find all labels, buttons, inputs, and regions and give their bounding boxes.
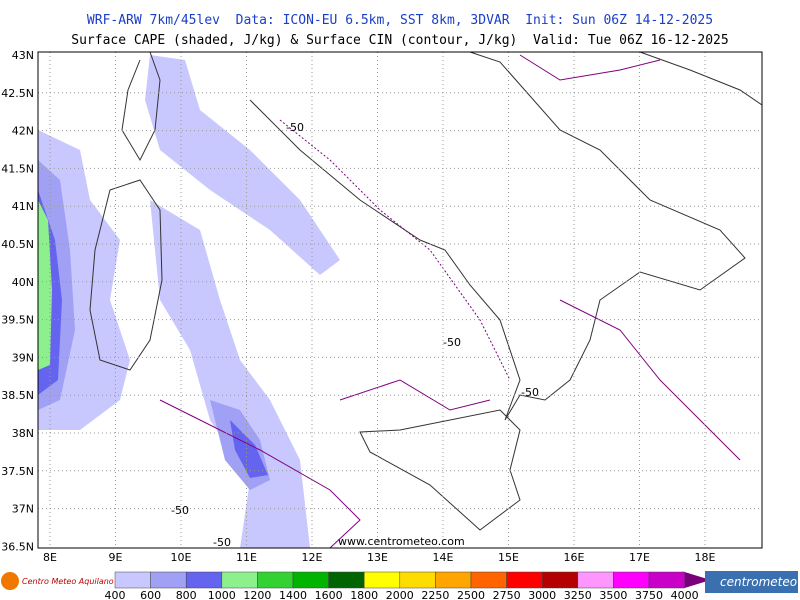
colorbar-label: 3000 bbox=[528, 589, 556, 600]
lon-label: 13E bbox=[367, 551, 388, 564]
colorbar-box bbox=[292, 571, 329, 589]
map: 43N 42.5N 42N 41.5N 41N 40.5N 40N 39.5N 39N 38.5N… bbox=[1, 49, 763, 564]
lon-label: 16E bbox=[564, 551, 585, 564]
colorbar-label: 1200 bbox=[243, 589, 271, 600]
colorbar-label: 4000 bbox=[671, 589, 699, 600]
colorbar-box bbox=[577, 571, 614, 589]
colorbar-label: 1600 bbox=[315, 589, 343, 600]
colorbar-label: 2000 bbox=[386, 589, 414, 600]
map-background bbox=[38, 52, 762, 548]
colorbar-label: 2250 bbox=[421, 589, 449, 600]
logo-icon bbox=[1, 572, 19, 590]
corsica bbox=[121, 52, 161, 162]
colorbar-label: 800 bbox=[176, 589, 197, 600]
colorbar-box bbox=[257, 571, 294, 589]
colorbar-label: 3500 bbox=[599, 589, 627, 600]
colorbar-label: 600 bbox=[140, 589, 161, 600]
colorbar-box bbox=[435, 571, 472, 589]
italy-coast bbox=[249, 52, 746, 421]
lat-label: 41N bbox=[12, 200, 34, 213]
colorbar-box bbox=[363, 571, 401, 589]
logo-text: Centro Meteo Aquilano bbox=[22, 577, 114, 586]
cape-area bbox=[145, 55, 340, 275]
colorbar-box bbox=[470, 571, 507, 589]
cin-contour bbox=[159, 399, 361, 548]
colorbar-box bbox=[328, 571, 365, 589]
colorbar-box bbox=[150, 571, 187, 589]
logo-left: Centro Meteo Aquilano bbox=[1, 572, 114, 590]
colorbar-label: 3250 bbox=[564, 589, 592, 600]
colorbar-box bbox=[399, 571, 436, 589]
colorbar-label: 1400 bbox=[279, 589, 307, 600]
colorbar-label: 1000 bbox=[208, 589, 236, 600]
balkan-coast bbox=[639, 52, 762, 106]
logo-box bbox=[705, 571, 798, 593]
colorbar-label: 1800 bbox=[350, 589, 378, 600]
colorbar-label: 400 bbox=[105, 589, 126, 600]
colorbar-box bbox=[541, 571, 579, 589]
lon-label: 9E bbox=[109, 551, 123, 564]
lat-label: 37N bbox=[12, 503, 34, 516]
cape-area bbox=[230, 420, 268, 478]
logo-text: centrometeo bbox=[720, 575, 797, 589]
cape-area bbox=[38, 200, 52, 370]
colorbar: 400 600 800 1000 1200 1400 1600 1800 2000 2250 250… bbox=[105, 571, 711, 600]
colorbar-label: 2500 bbox=[457, 589, 485, 600]
colorbar-box bbox=[613, 571, 650, 589]
lon-label: 14E bbox=[433, 551, 454, 564]
cin-contour bbox=[339, 379, 491, 411]
lat-label: 37.5N bbox=[1, 465, 34, 478]
colorbar-label: 3750 bbox=[635, 589, 663, 600]
logo-right: centrometeo bbox=[705, 571, 798, 593]
lon-label: 11E bbox=[236, 551, 257, 564]
colorbar-box bbox=[506, 571, 543, 589]
lon-label: 8E bbox=[43, 551, 57, 564]
lon-label: 12E bbox=[302, 551, 323, 564]
colorbar-box bbox=[114, 571, 151, 589]
coastlines bbox=[89, 52, 762, 531]
lat-label: 38N bbox=[12, 427, 34, 440]
cin-contour bbox=[279, 119, 511, 381]
lat-label: 43N bbox=[12, 49, 34, 62]
subtitle: Surface CAPE (shaded, J/kg) & Surface CI… bbox=[71, 33, 728, 48]
lon-label: 17E bbox=[629, 551, 650, 564]
contour-label: -50 bbox=[521, 386, 539, 399]
lat-label: 38.5N bbox=[1, 389, 34, 402]
colorbar-arrow bbox=[684, 572, 711, 588]
sardinia bbox=[89, 179, 163, 371]
contour-label: -50 bbox=[286, 121, 304, 134]
lat-label: 40N bbox=[12, 276, 34, 289]
shading bbox=[38, 52, 762, 548]
watermark: www.centrometeo.com bbox=[338, 535, 465, 548]
contour-label: -50 bbox=[213, 536, 231, 549]
lat-label: 39.5N bbox=[1, 314, 34, 327]
lat-label: 40.5N bbox=[1, 238, 34, 251]
lon-label: 15E bbox=[498, 551, 519, 564]
lon-label: 18E bbox=[695, 551, 716, 564]
colorbar-box bbox=[648, 571, 685, 589]
lon-label: 10E bbox=[171, 551, 192, 564]
cape-area bbox=[150, 200, 310, 548]
title: WRF-ARW 7km/45lev Data: ICON-EU 6.5km, S… bbox=[87, 13, 713, 28]
cin-contour bbox=[559, 299, 741, 461]
contour-label: -50 bbox=[443, 336, 461, 349]
map-frame bbox=[37, 51, 763, 549]
lat-label: 39N bbox=[12, 351, 34, 364]
cin-contours bbox=[159, 54, 741, 548]
graticule: 43N 42.5N 42N 41.5N 41N 40.5N 40N 39.5N 39N 38.5N… bbox=[1, 49, 762, 564]
colorbar-box bbox=[185, 571, 223, 589]
colorbar-box bbox=[221, 571, 258, 589]
sicily bbox=[359, 409, 521, 531]
lat-label: 42.5N bbox=[1, 87, 34, 100]
lat-label: 36.5N bbox=[1, 540, 34, 553]
colorbar-label: 2750 bbox=[493, 589, 521, 600]
contour-label: -50 bbox=[171, 504, 189, 517]
lat-label: 41.5N bbox=[1, 162, 34, 175]
lat-label: 42N bbox=[12, 125, 34, 138]
